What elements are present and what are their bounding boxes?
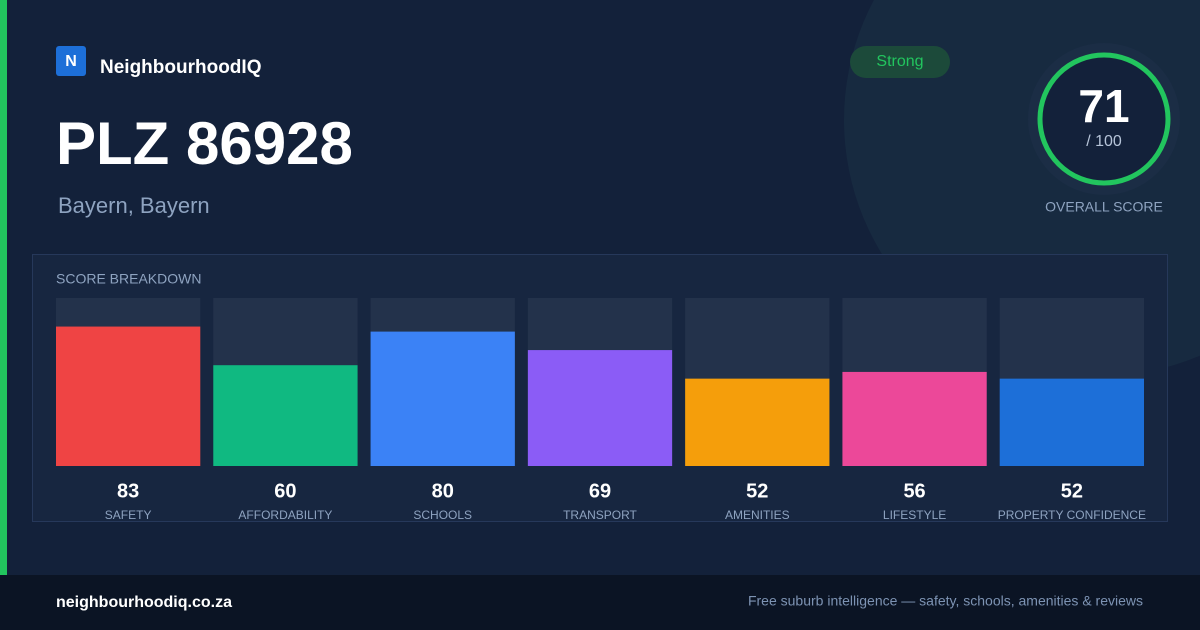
value-label: 69 <box>589 480 611 502</box>
logo-letter: N <box>65 53 77 70</box>
score-scale: / 100 <box>1086 133 1122 150</box>
value-label: 52 <box>1061 480 1083 502</box>
category-label: TRANSPORT <box>563 508 637 522</box>
subtitle: Bayern, Bayern <box>58 193 210 218</box>
value-label: 60 <box>274 480 296 502</box>
category-label: AFFORDABILITY <box>238 508 332 522</box>
score-ring <box>1037 52 1171 186</box>
brand: NeighbourhoodIQ <box>100 57 261 78</box>
chart-title: SCORE BREAKDOWN <box>56 271 201 287</box>
value-label: 52 <box>746 480 768 502</box>
value-label: 56 <box>903 480 925 502</box>
bar <box>842 371 987 466</box>
score-value: 71 <box>1078 80 1129 132</box>
footer <box>0 575 1200 630</box>
category-label: SAFETY <box>105 508 152 522</box>
bar <box>685 378 830 466</box>
bar <box>56 326 201 466</box>
value-label: 80 <box>432 480 454 502</box>
category-label: AMENITIES <box>725 508 790 522</box>
badge <box>850 46 950 78</box>
badge-text: Strong <box>876 53 923 70</box>
bar <box>213 365 358 466</box>
footer-tagline: Free suburb intelligence — safety, schoo… <box>748 593 1143 609</box>
logo <box>56 46 86 76</box>
category-label: PROPERTY CONFIDENCE <box>998 508 1146 522</box>
bar <box>999 378 1144 466</box>
bar <box>527 350 673 466</box>
score-label: OVERALL SCORE <box>1045 199 1163 215</box>
title: PLZ 86928 <box>56 110 353 177</box>
accent-strip <box>0 0 7 575</box>
category-label: LIFESTYLE <box>883 508 946 522</box>
value-label: 83 <box>117 480 139 502</box>
category-label: SCHOOLS <box>413 508 472 522</box>
footer-site: neighbourhoodiq.co.za <box>56 594 232 611</box>
bar <box>370 331 515 466</box>
